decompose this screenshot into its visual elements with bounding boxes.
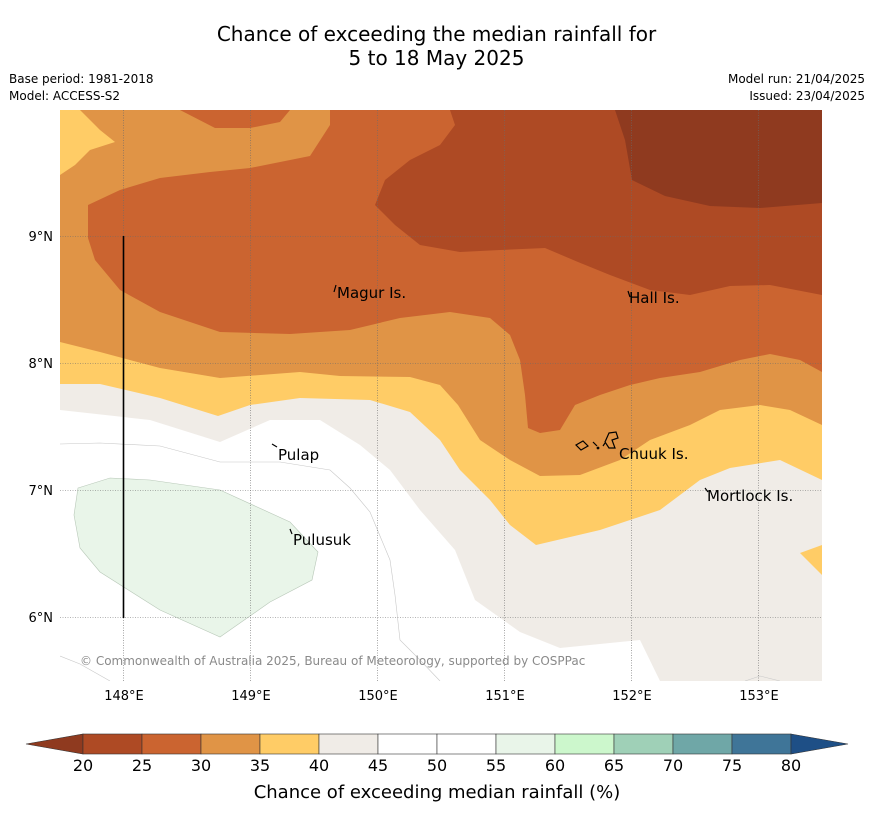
place-pulap: Pulap	[278, 446, 319, 464]
pulap-island-icon	[271, 443, 278, 448]
place-hall: Hall Is.	[629, 289, 680, 307]
colorbar-tick-label: 60	[545, 756, 565, 775]
place-mortlock: Mortlock Is.	[707, 487, 793, 505]
issued-date: Issued: 23/04/2025	[749, 89, 865, 103]
hall-island-icon	[627, 290, 631, 298]
lon-tick: 152°E	[612, 689, 652, 704]
colorbar-segment	[436, 733, 497, 755]
model-name: Model: ACCESS-S2	[9, 89, 121, 103]
place-chuuk: Chuuk Is.	[619, 445, 688, 463]
colorbar-tick-label: 55	[486, 756, 506, 775]
base-period: Base period: 1981-2018	[9, 72, 154, 86]
band-35-40-nw	[60, 110, 115, 175]
title-line-1: Chance of exceeding the median rainfall …	[216, 22, 657, 46]
colorbar-tick-label: 35	[250, 756, 270, 775]
colorbar-segment	[377, 733, 438, 755]
lon-tick: 151°E	[485, 689, 525, 704]
latitude-axis: 9°N 8°N 7°N 6°N	[29, 230, 54, 626]
colorbar-over-arrow	[790, 733, 849, 755]
band-35-40-east	[800, 545, 822, 575]
colorbar-tick-label: 40	[309, 756, 329, 775]
lon-tick: 153°E	[739, 689, 779, 704]
longitude-axis: 148°E 149°E 150°E 151°E 152°E 153°E	[104, 689, 779, 704]
map-title: Chance of exceeding the median rainfall …	[0, 22, 873, 70]
colorbar-segment	[318, 733, 379, 755]
magur-island-icon	[333, 284, 337, 293]
lon-tick: 148°E	[104, 689, 144, 704]
colorbar-tick-label: 70	[663, 756, 683, 775]
lon-tick: 149°E	[231, 689, 271, 704]
colorbar-segment	[731, 733, 792, 755]
colorbar-label: Chance of exceeding median rainfall (%)	[254, 782, 621, 803]
colorbar-tick-label: 45	[368, 756, 388, 775]
band-55-60	[73, 477, 319, 638]
lat-tick: 6°N	[29, 611, 54, 626]
colorbar-segment	[672, 733, 733, 755]
colorbar-segment	[82, 733, 143, 755]
lat-tick: 9°N	[29, 230, 54, 245]
colorbar-tick-label: 75	[722, 756, 742, 775]
colorbar-segments	[82, 733, 792, 755]
place-magur: Magur Is.	[337, 284, 406, 302]
title-line-2: 5 to 18 May 2025	[348, 46, 525, 70]
place-pulusuk: Pulusuk	[293, 531, 351, 549]
copyright-notice: © Commonwealth of Australia 2025, Bureau…	[80, 654, 585, 668]
pulusuk-island-icon	[289, 528, 293, 535]
colorbar: 20 25 30 35 40 45 50 55 60 65 70 75 80 Chance of exc…	[25, 733, 849, 803]
lat-tick: 7°N	[29, 484, 54, 499]
colorbar-ticks: 20 25 30 35 40 45 50 55 60 65 70 75 80	[73, 756, 801, 775]
graticule	[60, 110, 822, 681]
contour-line	[60, 442, 441, 681]
colorbar-tick-label: 65	[604, 756, 624, 775]
forecast-map: Magur Is. Hall Is. Pulap Chuuk Is. Mortl…	[60, 110, 822, 681]
colorbar-segment	[200, 733, 261, 755]
band-below-20	[615, 110, 822, 208]
meta-left: Base period: 1981-2018 Model: ACCESS-S2	[9, 71, 154, 105]
colorbar-tick-label: 80	[781, 756, 801, 775]
colorbar-tick-label: 50	[427, 756, 447, 775]
contour-line	[60, 655, 111, 681]
colorbar-segment	[613, 733, 674, 755]
island-shapes	[271, 284, 709, 535]
colorbar-segment	[141, 733, 202, 755]
lon-tick: 150°E	[358, 689, 398, 704]
colorbar-segment	[554, 733, 615, 755]
colorbar-segment	[495, 733, 556, 755]
band-25-30-north	[180, 110, 290, 128]
contour-line	[744, 675, 781, 681]
colorbar-under-arrow	[25, 733, 84, 755]
lat-tick: 8°N	[29, 357, 54, 372]
mortlock-island-icon	[704, 487, 709, 493]
meta-right: Model run: 21/04/2025 Issued: 23/04/2025	[728, 71, 865, 105]
colorbar-tick-label: 20	[73, 756, 93, 775]
colorbar-segment	[259, 733, 320, 755]
model-run: Model run: 21/04/2025	[727, 72, 865, 86]
chuuk-island-icon	[575, 431, 619, 451]
colorbar-tick-label: 30	[191, 756, 211, 775]
colorbar-tick-label: 25	[132, 756, 152, 775]
